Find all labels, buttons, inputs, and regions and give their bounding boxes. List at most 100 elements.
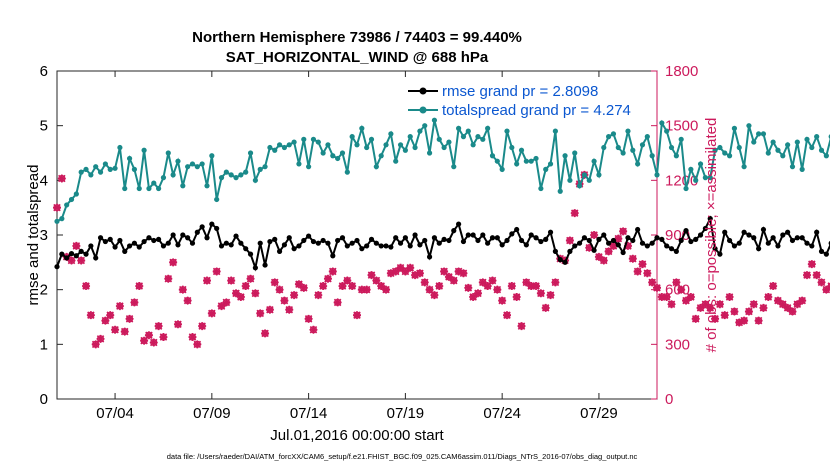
obs-assimilated-point bbox=[633, 267, 642, 276]
obs-assimilated-point bbox=[507, 282, 516, 291]
obs-assimilated-point bbox=[275, 285, 284, 294]
rmse-point bbox=[407, 243, 413, 249]
obs-assimilated-point bbox=[411, 271, 420, 280]
rmse-point bbox=[712, 246, 718, 252]
obs-assimilated-point bbox=[396, 263, 405, 272]
rmse-point bbox=[814, 229, 820, 235]
totalspread-point bbox=[702, 175, 708, 181]
totalspread-point bbox=[504, 128, 510, 134]
rmse-point bbox=[247, 251, 254, 257]
totalspread-point bbox=[717, 144, 723, 151]
x-axis-label: Jul.01,2016 00:00:00 start bbox=[270, 427, 444, 444]
obs-assimilated-point bbox=[164, 274, 173, 283]
totalspread-point bbox=[789, 164, 796, 170]
obs-assimilated-point bbox=[812, 271, 821, 280]
totalspread-point bbox=[668, 144, 675, 151]
totalspread-point bbox=[596, 172, 602, 178]
rmse-point bbox=[262, 262, 268, 268]
obs-assimilated-point bbox=[599, 256, 608, 265]
obs-assimilated-point bbox=[788, 307, 797, 316]
rmse-point bbox=[639, 240, 646, 246]
totalspread-point bbox=[456, 125, 462, 131]
rmse-point bbox=[393, 235, 399, 241]
totalspread-point bbox=[388, 131, 394, 137]
totalspread-point bbox=[156, 185, 162, 192]
rmse-point bbox=[373, 240, 379, 246]
rmse-point bbox=[301, 237, 307, 244]
totalspread-point bbox=[102, 161, 108, 167]
totalspread-point bbox=[567, 177, 573, 183]
obs-assimilated-point bbox=[744, 307, 753, 316]
totalspread-point bbox=[368, 136, 375, 142]
totalspread-point bbox=[722, 150, 728, 156]
rmse-point bbox=[785, 229, 791, 235]
obs-assimilated-point bbox=[67, 256, 76, 265]
totalspread-line bbox=[56, 119, 830, 223]
totalspread-point bbox=[760, 131, 767, 137]
y-tick-label: 4 bbox=[40, 172, 48, 189]
totalspread-point bbox=[465, 128, 471, 134]
totalspread-point bbox=[494, 158, 500, 164]
plot-area bbox=[56, 70, 658, 400]
totalspread-point bbox=[499, 166, 505, 172]
rmse-point bbox=[499, 242, 505, 248]
rmse-point bbox=[518, 237, 525, 244]
totalspread-point bbox=[688, 166, 694, 172]
rmse-point bbox=[402, 235, 408, 241]
rmse-point bbox=[214, 225, 220, 232]
rmse-point bbox=[93, 255, 99, 261]
x-tick-label: 07/14 bbox=[290, 405, 328, 422]
rmse-point bbox=[73, 253, 79, 259]
obs-assimilated-point bbox=[115, 302, 124, 311]
rmse-point bbox=[644, 243, 650, 249]
rmse-point bbox=[209, 221, 215, 227]
obs-assimilated-point bbox=[415, 269, 424, 278]
totalspread-point bbox=[644, 134, 650, 140]
obs-assimilated-point bbox=[817, 278, 826, 287]
series-totalspread bbox=[54, 117, 830, 224]
obs-assimilated-point bbox=[720, 311, 729, 320]
rmse-point bbox=[267, 238, 273, 245]
obs-assimilated-point bbox=[677, 285, 686, 294]
obs-assimilated-point bbox=[430, 291, 439, 300]
totalspread-point bbox=[335, 155, 341, 162]
rmse-point bbox=[818, 248, 825, 254]
rmse-point bbox=[64, 255, 70, 261]
obs-assimilated-point bbox=[541, 303, 550, 312]
rmse-point bbox=[315, 240, 321, 246]
rmse-point bbox=[746, 232, 752, 238]
obs-assimilated-point bbox=[149, 338, 158, 347]
obs-assimilated-point bbox=[730, 307, 739, 316]
rmse-point bbox=[538, 238, 544, 245]
totalspread-point bbox=[746, 123, 752, 129]
data-file-footnote: data file: /Users/raeder/DAI/ATM_forcXX/… bbox=[167, 452, 638, 461]
totalspread-point bbox=[562, 153, 568, 159]
x-tick-label: 07/04 bbox=[96, 405, 134, 422]
y-tick-label: 1 bbox=[40, 336, 48, 353]
totalspread-point bbox=[480, 136, 486, 142]
totalspread-point bbox=[180, 183, 186, 189]
obs-assimilated-point bbox=[473, 289, 482, 298]
rmse-point bbox=[335, 237, 341, 244]
rmse-point bbox=[252, 265, 258, 271]
rmse-point bbox=[78, 248, 84, 254]
rmse-point bbox=[823, 251, 829, 257]
obs-assimilated-point bbox=[53, 203, 61, 212]
obs-assimilated-point bbox=[173, 320, 182, 329]
rmse-point bbox=[528, 232, 534, 238]
rmse-point bbox=[160, 243, 167, 249]
totalspread-point bbox=[151, 180, 157, 186]
totalspread-point bbox=[262, 164, 268, 170]
totalspread-point bbox=[538, 185, 544, 192]
obs-assimilated-point bbox=[444, 272, 453, 281]
obs-assimilated-point bbox=[570, 209, 579, 218]
obs-assimilated-point bbox=[435, 282, 444, 291]
totalspread-point bbox=[809, 144, 815, 151]
obs-assimilated-point bbox=[246, 274, 255, 283]
rmse-point bbox=[649, 240, 655, 246]
rmse-point bbox=[717, 251, 723, 257]
rmse-point bbox=[804, 240, 810, 246]
rmse-point bbox=[741, 229, 747, 235]
obs-assimilated-point bbox=[386, 269, 395, 278]
obs-assimilated-point bbox=[144, 331, 153, 340]
